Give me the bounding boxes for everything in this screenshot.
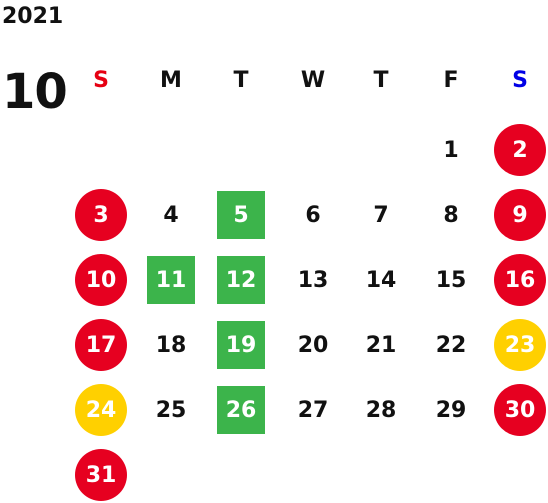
day-cell-25[interactable]: 25 xyxy=(144,383,198,437)
day-number: 16 xyxy=(504,267,536,293)
day-cell-11[interactable]: 11 xyxy=(144,253,198,307)
day-number: 1 xyxy=(443,137,459,163)
day-cell-23[interactable]: 23 xyxy=(493,318,547,372)
weekday-label: T xyxy=(373,67,389,93)
day-number: 25 xyxy=(155,397,187,423)
holiday-highlight-circle xyxy=(75,449,127,501)
day-cell-10[interactable]: 10 xyxy=(74,253,128,307)
holiday-highlight-circle xyxy=(75,254,127,306)
day-cell-29[interactable]: 29 xyxy=(424,383,478,437)
day-number: 29 xyxy=(435,397,467,423)
weekday-label: T xyxy=(233,67,249,93)
holiday-highlight-circle xyxy=(494,319,546,371)
day-number: 17 xyxy=(85,332,117,358)
holiday-highlight-circle xyxy=(75,189,127,241)
day-cell-17[interactable]: 17 xyxy=(74,318,128,372)
event-highlight-square xyxy=(217,386,265,434)
day-cell-24[interactable]: 24 xyxy=(74,383,128,437)
holiday-highlight-circle xyxy=(494,124,546,176)
day-number: 21 xyxy=(365,332,397,358)
day-cell-28[interactable]: 28 xyxy=(354,383,408,437)
year-label: 2021 xyxy=(2,4,64,29)
weekday-label: W xyxy=(300,67,326,93)
day-cell-21[interactable]: 21 xyxy=(354,318,408,372)
month-number: 10 xyxy=(2,64,68,120)
day-number: 20 xyxy=(297,332,329,358)
day-cell-26[interactable]: 26 xyxy=(214,383,268,437)
day-number: 10 xyxy=(85,267,117,293)
day-number: 26 xyxy=(225,397,257,423)
day-number: 6 xyxy=(305,202,321,228)
day-number: 31 xyxy=(85,462,117,488)
day-number: 4 xyxy=(163,202,179,228)
day-cell-9[interactable]: 9 xyxy=(493,188,547,242)
day-cell-22[interactable]: 22 xyxy=(424,318,478,372)
holiday-highlight-circle xyxy=(494,254,546,306)
weekday-label: F xyxy=(443,67,459,93)
day-number: 23 xyxy=(504,332,536,358)
day-number: 3 xyxy=(93,202,109,228)
day-number: 12 xyxy=(225,267,257,293)
weekday-label: S xyxy=(512,67,528,93)
event-highlight-square xyxy=(217,191,265,239)
day-number: 13 xyxy=(297,267,329,293)
holiday-highlight-circle xyxy=(494,189,546,241)
event-highlight-square xyxy=(217,256,265,304)
holiday-highlight-circle xyxy=(75,384,127,436)
day-number: 14 xyxy=(365,267,397,293)
event-highlight-square xyxy=(217,321,265,369)
holiday-highlight-circle xyxy=(75,319,127,371)
day-cell-27[interactable]: 27 xyxy=(286,383,340,437)
day-number: 7 xyxy=(373,202,389,228)
day-cell-12[interactable]: 12 xyxy=(214,253,268,307)
day-cell-4[interactable]: 4 xyxy=(144,188,198,242)
day-cell-20[interactable]: 20 xyxy=(286,318,340,372)
day-cell-1[interactable]: 1 xyxy=(424,123,478,177)
day-number: 2 xyxy=(512,137,528,163)
day-cell-15[interactable]: 15 xyxy=(424,253,478,307)
day-cell-3[interactable]: 3 xyxy=(74,188,128,242)
day-cell-5[interactable]: 5 xyxy=(214,188,268,242)
day-number: 11 xyxy=(155,267,187,293)
day-cell-14[interactable]: 14 xyxy=(354,253,408,307)
day-cell-16[interactable]: 16 xyxy=(493,253,547,307)
holiday-highlight-circle xyxy=(494,384,546,436)
day-number: 24 xyxy=(85,397,117,423)
day-cell-19[interactable]: 19 xyxy=(214,318,268,372)
weekday-label: M xyxy=(160,67,182,93)
day-number: 22 xyxy=(435,332,467,358)
day-number: 15 xyxy=(435,267,467,293)
day-cell-13[interactable]: 13 xyxy=(286,253,340,307)
day-number: 8 xyxy=(443,202,459,228)
day-cell-7[interactable]: 7 xyxy=(354,188,408,242)
day-cell-31[interactable]: 31 xyxy=(74,448,128,502)
day-cell-30[interactable]: 30 xyxy=(493,383,547,437)
day-number: 30 xyxy=(504,397,536,423)
day-number: 19 xyxy=(225,332,257,358)
weekday-label: S xyxy=(93,67,109,93)
day-number: 18 xyxy=(155,332,187,358)
day-cell-2[interactable]: 2 xyxy=(493,123,547,177)
day-number: 28 xyxy=(365,397,397,423)
day-cell-18[interactable]: 18 xyxy=(144,318,198,372)
day-number: 9 xyxy=(512,202,528,228)
event-highlight-square xyxy=(147,256,195,304)
day-cell-8[interactable]: 8 xyxy=(424,188,478,242)
day-number: 27 xyxy=(297,397,329,423)
day-cell-6[interactable]: 6 xyxy=(286,188,340,242)
day-number: 5 xyxy=(233,202,249,228)
